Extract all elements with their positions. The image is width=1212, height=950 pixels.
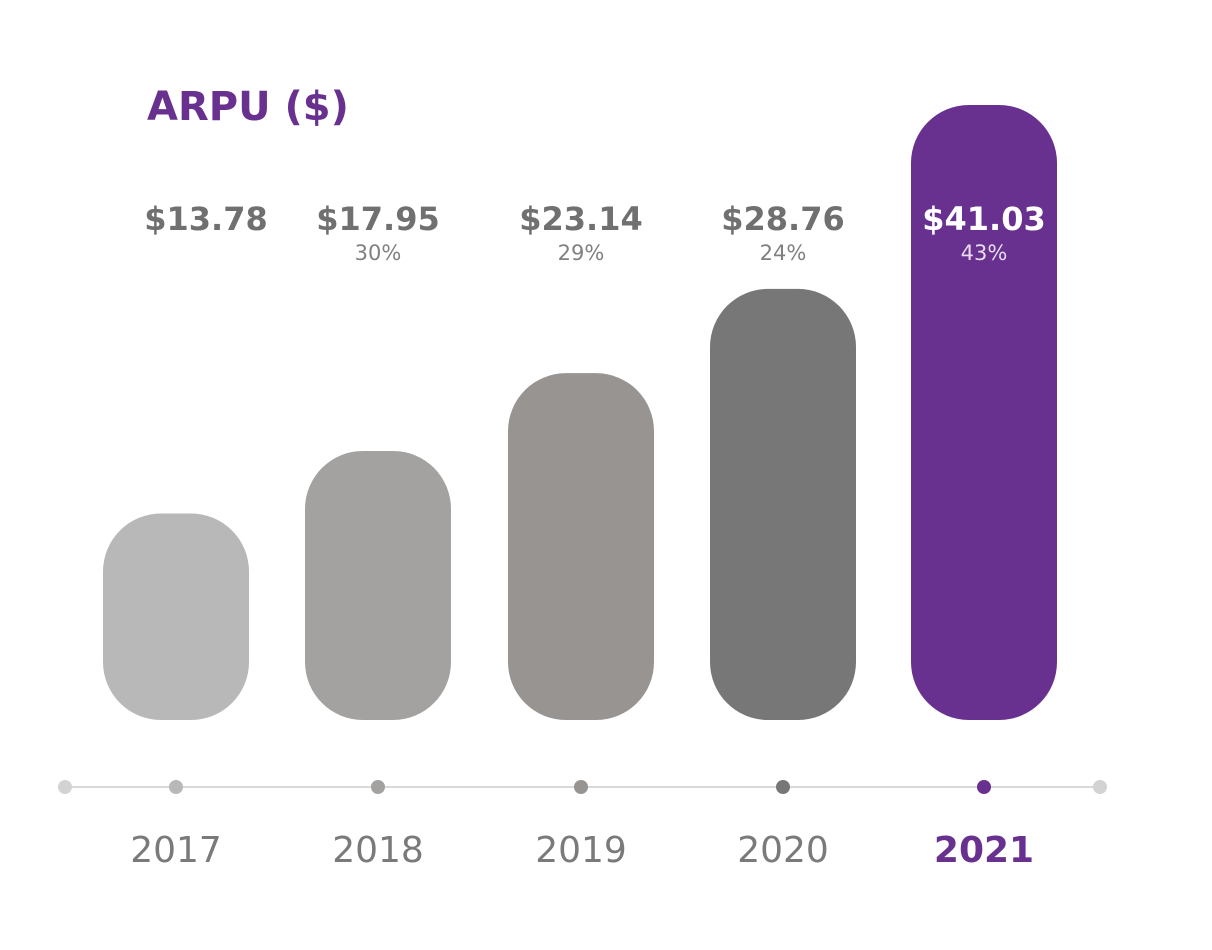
bar-2019 [508,373,654,720]
timeline-dot-2017 [169,780,183,794]
year-label-2019: 2019 [535,830,627,871]
timeline-dot-2018 [371,780,385,794]
year-label-2017: 2017 [130,830,222,871]
value-label-2018: $17.95 [316,200,439,238]
value-label-2019: $23.14 [519,200,642,238]
timeline-dot-2020 [776,780,790,794]
bar-2021 [911,105,1057,720]
timeline-dot-2019 [574,780,588,794]
bar-2018 [305,450,451,720]
timeline-start-dot [58,780,72,794]
bar-2017 [103,513,249,720]
timeline-dot-2021 [977,780,991,794]
growth-label-2018: 30% [355,241,402,265]
value-label-2020: $28.76 [721,200,844,238]
value-label-2021: $41.03 [922,200,1045,238]
year-label-2021: 2021 [934,830,1034,871]
bar-2020 [710,288,856,720]
value-label-2017: $13.78 [144,200,267,238]
chart-title: ARPU ($) [147,84,349,130]
year-label-2018: 2018 [332,830,424,871]
growth-label-2019: 29% [558,241,605,265]
growth-label-2020: 24% [760,241,807,265]
year-label-2020: 2020 [737,830,829,871]
growth-label-2021: 43% [961,241,1008,265]
timeline-end-dot [1093,780,1107,794]
